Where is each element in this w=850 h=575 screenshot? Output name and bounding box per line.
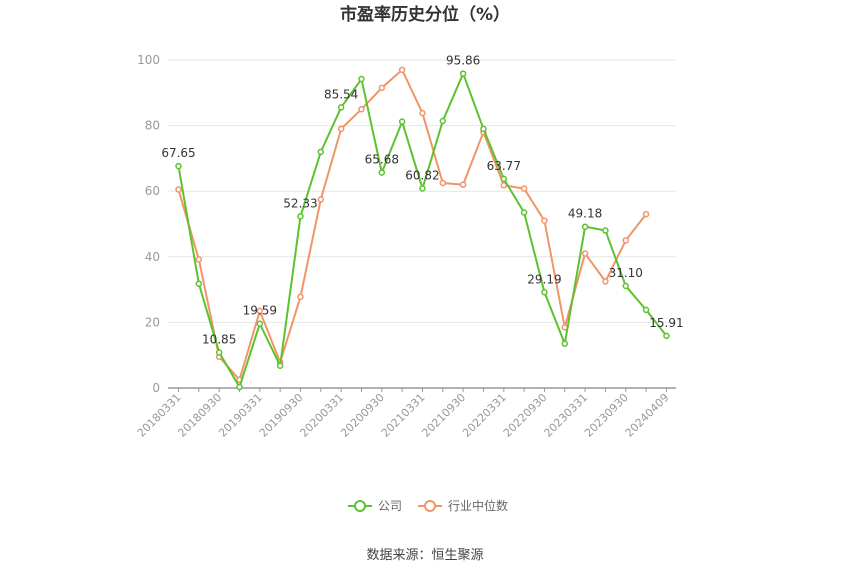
data-point[interactable] — [622, 237, 630, 244]
data-point[interactable] — [520, 185, 528, 192]
series-0 — [175, 70, 670, 391]
data-label: 31.10 — [609, 266, 643, 280]
legend-item-0[interactable]: 公司 — [348, 499, 402, 513]
data-point[interactable] — [175, 162, 182, 170]
data-label: 19.59 — [243, 304, 277, 318]
data-point[interactable] — [195, 256, 203, 263]
data-label: 15.91 — [649, 316, 683, 330]
data-point[interactable] — [236, 383, 243, 391]
x-tick-label: 20240409 — [623, 391, 672, 440]
data-point[interactable] — [459, 70, 467, 77]
legend[interactable]: 公司 行业中位数 — [348, 498, 508, 513]
data-label: 10.85 — [202, 332, 236, 346]
source-note: 数据来源：恒生聚源 — [366, 548, 483, 563]
data-point[interactable] — [602, 227, 609, 234]
data-point[interactable] — [500, 182, 508, 189]
data-point[interactable] — [439, 179, 447, 187]
data-point[interactable] — [256, 320, 264, 327]
legend-label: 行业中位数 — [448, 498, 508, 513]
legend-item-1[interactable]: 行业中位数 — [418, 498, 508, 513]
legend-label: 公司 — [378, 499, 402, 513]
data-point[interactable] — [500, 175, 508, 183]
data-point[interactable] — [398, 66, 406, 74]
data-point[interactable] — [317, 148, 325, 156]
legend-marker — [354, 500, 366, 512]
y-tick-label: 0 — [152, 381, 160, 395]
data-label: 49.18 — [568, 207, 602, 221]
data-label: 95.86 — [446, 54, 480, 68]
data-point[interactable] — [663, 332, 670, 340]
y-tick-label: 60 — [145, 184, 160, 198]
data-point[interactable] — [480, 125, 487, 133]
data-label: 52.33 — [283, 196, 317, 210]
data-point[interactable] — [541, 217, 548, 224]
data-point[interactable] — [419, 109, 426, 117]
series-line — [177, 68, 647, 382]
series-1 — [175, 66, 650, 384]
series-layer — [175, 66, 670, 391]
data-label: 65.68 — [365, 153, 399, 167]
data-point[interactable] — [297, 213, 304, 220]
y-tick-label: 40 — [145, 250, 160, 264]
data-label: 29.19 — [527, 272, 561, 286]
data-point[interactable] — [378, 84, 386, 92]
data-point[interactable] — [297, 293, 304, 301]
y-tick-label: 100 — [137, 53, 160, 67]
data-point[interactable] — [622, 282, 630, 290]
data-point[interactable] — [378, 169, 386, 176]
y-axis: 0 20 40 60 80 100 — [137, 53, 160, 395]
data-point[interactable] — [337, 125, 345, 133]
x-axis: 2018033120180930201903312019093020200331… — [135, 387, 676, 440]
data-point[interactable] — [642, 210, 650, 218]
y-tick-label: 80 — [145, 119, 160, 133]
data-point[interactable] — [581, 223, 589, 230]
data-point[interactable] — [541, 289, 548, 296]
chart-title: 市盈率历史分位（%） — [340, 4, 510, 25]
data-point[interactable] — [358, 75, 365, 83]
data-label: 85.54 — [324, 87, 358, 101]
data-point[interactable] — [520, 209, 528, 216]
data-point[interactable] — [317, 196, 325, 203]
data-point[interactable] — [419, 185, 426, 192]
data-point[interactable] — [215, 349, 223, 356]
data-point[interactable] — [276, 362, 284, 369]
data-point[interactable] — [195, 280, 203, 287]
data-point[interactable] — [459, 181, 467, 188]
y-tick-label: 20 — [145, 315, 160, 329]
data-label: 63.77 — [487, 159, 521, 173]
data-point[interactable] — [581, 250, 589, 257]
data-point[interactable] — [602, 278, 609, 285]
data-label: 60.82 — [405, 169, 439, 183]
data-point[interactable] — [561, 340, 569, 347]
data-point[interactable] — [358, 105, 365, 113]
data-point[interactable] — [175, 186, 182, 193]
data-point[interactable] — [398, 118, 406, 125]
data-label: 67.65 — [161, 146, 195, 160]
data-point[interactable] — [256, 307, 264, 315]
data-point[interactable] — [337, 104, 345, 111]
data-labels: 67.65 10.85 19.59 52.33 85.54 65.68 60.82 95.86… — [161, 54, 683, 347]
data-point[interactable] — [642, 306, 650, 314]
data-point[interactable] — [439, 117, 447, 125]
legend-marker — [424, 500, 436, 512]
